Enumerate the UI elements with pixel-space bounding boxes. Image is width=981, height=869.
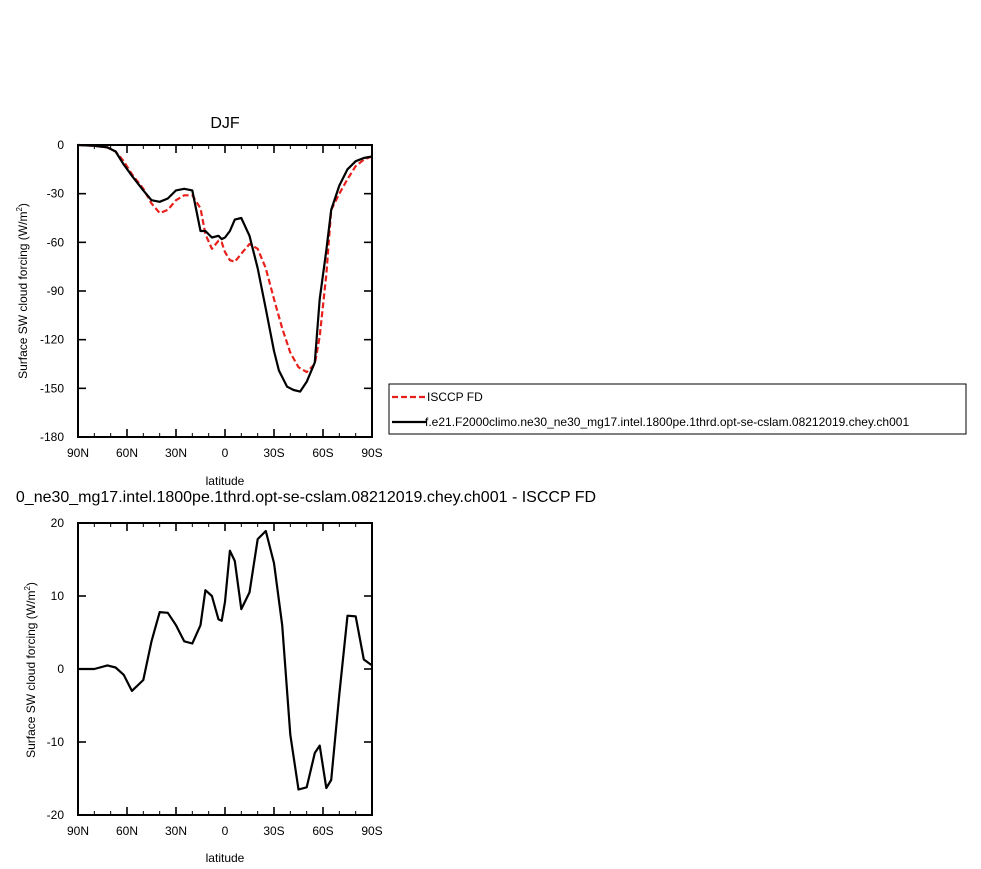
top-plot-frame: [77, 144, 373, 438]
legend-label-isccp: ISCCP FD: [427, 390, 483, 404]
bottom-y-tick-label: 20: [51, 516, 65, 530]
top-y-axis-label-sup: 2: [15, 207, 24, 212]
bottom-y-tick-label: -20: [47, 808, 65, 822]
bottom-y-axis-label-sup: 2: [23, 586, 32, 591]
bottom-x-tick-label: 0: [222, 824, 229, 838]
top-chart-title: DJF: [210, 115, 240, 132]
bottom-panel: 0_ne30_mg17.intel.1800pe.1thrd.opt-se-cs…: [16, 489, 596, 865]
top-y-tick-label: -30: [47, 187, 65, 201]
bottom-x-tick-label: 90N: [67, 824, 89, 838]
bottom-x-tick-label: 30N: [165, 824, 187, 838]
top-x-tick-label: 60N: [116, 446, 138, 460]
top-x-tick-label: 90N: [67, 446, 89, 460]
top-y-tick-label: -120: [40, 333, 64, 347]
top-data-lines: [77, 143, 373, 393]
bottom-x-axis-label: latitude: [206, 851, 245, 865]
bottom-series-line-0: [78, 529, 373, 791]
top-panel: DJF 90N 60N 30N 0 30S 60S 90S 0 -30 -60 -90 -120 -15…: [15, 115, 967, 488]
top-y-tick-label: -150: [40, 381, 64, 395]
top-x-tick-label: 30N: [165, 446, 187, 460]
top-series-line-0: [77, 143, 373, 374]
top-y-tick-label: -60: [47, 235, 65, 249]
top-x-tick-label: 0: [222, 446, 229, 460]
bottom-x-tick-label: 30S: [263, 824, 284, 838]
bottom-data-lines: [78, 529, 373, 791]
bottom-y-tick-label: -10: [47, 735, 65, 749]
legend-box: [388, 383, 967, 435]
top-y-tick-label: -180: [40, 430, 64, 444]
bottom-y-axis-label: Surface SW cloud forcing (W/m2): [23, 582, 38, 758]
top-x-tick-label: 90S: [361, 446, 382, 460]
top-axis-ticks: 90N 60N 30N 0 30S 60S 90S 0 -30 -60 -90 -120 -150 -18…: [40, 138, 383, 460]
bottom-chart-title: 0_ne30_mg17.intel.1800pe.1thrd.opt-se-cs…: [16, 489, 596, 506]
bottom-x-tick-label: 90S: [361, 824, 382, 838]
top-y-tick-label: 0: [57, 138, 64, 152]
bottom-y-tick-label: 10: [51, 589, 65, 603]
legend: ISCCP FD f.e21.F2000climo.ne30_ne30_mg17…: [388, 383, 967, 435]
top-x-tick-label: 30S: [263, 446, 284, 460]
legend-label-model: f.e21.F2000climo.ne30_ne30_mg17.intel.18…: [425, 415, 909, 429]
top-x-axis-label: latitude: [206, 474, 245, 488]
bottom-plot-frame: [77, 522, 373, 816]
bottom-x-tick-label: 60N: [116, 824, 138, 838]
bottom-x-tick-label: 60S: [312, 824, 333, 838]
top-y-tick-label: -90: [47, 284, 65, 298]
top-y-axis-label: Surface SW cloud forcing (W/m2): [15, 203, 30, 379]
top-series-line-1: [77, 143, 373, 393]
bottom-y-tick-label: 0: [57, 662, 64, 676]
bottom-axis-ticks: 90N 60N 30N 0 30S 60S 90S 20 10 0 -10 -20: [47, 516, 383, 838]
top-x-tick-label: 60S: [312, 446, 333, 460]
